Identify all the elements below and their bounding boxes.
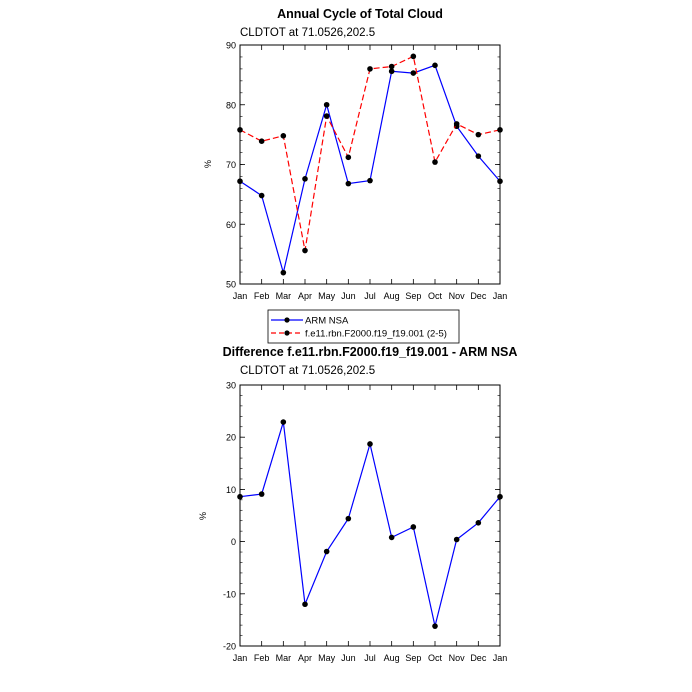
y-tick-label: 0: [231, 537, 236, 547]
x-tick-label: Apr: [298, 291, 312, 301]
data-point: [280, 419, 287, 425]
x-tick-label: Sep: [405, 653, 421, 663]
y-tick-label: 50: [226, 280, 236, 290]
data-point: [367, 66, 373, 72]
x-tick-label: Aug: [384, 653, 400, 663]
data-point: [345, 154, 352, 161]
chart-annual-cycle: Annual Cycle of Total Cloud CLDTOT at 71…: [203, 7, 508, 344]
plot-frame: [239, 384, 501, 647]
data-point: [302, 601, 308, 608]
data-point: [497, 178, 503, 185]
x-tick-label: Nov: [449, 653, 466, 663]
series-line-0: [239, 64, 501, 273]
x-tick-label: Apr: [298, 653, 312, 663]
chart-subtitle: CLDTOT at 71.0526,202.5: [240, 365, 375, 377]
legend-label-arm-nsa: ARM NSA: [305, 316, 349, 327]
y-axis-label: %: [198, 512, 208, 520]
data-point: [388, 63, 395, 70]
legend: ARM NSA f.e11.rbn.F2000.f19_f19.001 (2-5…: [267, 309, 460, 344]
x-tick-label: Dec: [470, 653, 487, 663]
y-tick-label: 80: [226, 100, 236, 110]
data-point: [497, 127, 503, 133]
legend-marker-model: [284, 330, 290, 336]
data-point: [237, 493, 243, 500]
data-point: [323, 548, 330, 555]
x-tick-label: Feb: [254, 653, 270, 663]
x-tick-label: Nov: [449, 291, 466, 301]
data-point: [345, 180, 352, 187]
data-point: [237, 127, 243, 133]
chart-subtitle: CLDTOT at 71.0526,202.5: [240, 27, 375, 39]
y-axis-label: %: [203, 160, 213, 168]
data-point: [258, 491, 265, 497]
x-tick-label: Jan: [233, 291, 248, 301]
data-point: [367, 177, 373, 184]
data-point: [432, 623, 438, 629]
x-tick-label: Jun: [341, 291, 356, 301]
y-tick-label: -20: [223, 642, 236, 652]
data-point: [258, 138, 265, 144]
series-line-0: [239, 421, 501, 627]
data-point: [388, 534, 395, 541]
x-tick-label: Oct: [428, 291, 443, 301]
x-tick-label: Jul: [364, 291, 376, 301]
y-tick-label: 20: [226, 433, 236, 443]
legend-box: [267, 309, 460, 344]
y-tick-label: 90: [226, 41, 236, 51]
data-point: [453, 536, 460, 543]
legend-label-model: f.e11.rbn.F2000.f19_f19.001 (2-5): [305, 329, 447, 340]
legend-marker-arm-nsa: [284, 317, 290, 323]
x-tick-label: Aug: [384, 291, 400, 301]
y-tick-label: 70: [226, 160, 236, 170]
y-tick-label: -10: [223, 589, 236, 599]
series-line-1: [239, 55, 501, 251]
data-point: [497, 493, 503, 500]
data-point: [302, 176, 308, 182]
x-tick-label: Feb: [254, 291, 270, 301]
y-tick-label: 30: [226, 381, 236, 391]
x-tick-label: Jan: [493, 291, 508, 301]
data-point: [237, 178, 243, 185]
y-tick-label: 10: [226, 485, 236, 495]
data-point: [280, 133, 287, 139]
chart-title: Difference f.e11.rbn.F2000.f19_f19.001 -…: [223, 345, 518, 359]
data-point: [323, 113, 330, 119]
data-point: [475, 153, 482, 159]
x-tick-label: Mar: [276, 291, 292, 301]
data-point: [410, 524, 417, 530]
chart-title: Annual Cycle of Total Cloud: [277, 7, 443, 21]
x-tick-label: Mar: [276, 653, 292, 663]
data-point: [432, 159, 438, 165]
x-tick-label: Dec: [470, 291, 487, 301]
data-point: [302, 247, 308, 254]
data-point: [388, 68, 395, 75]
data-point: [475, 520, 482, 526]
data-point: [280, 269, 287, 276]
x-tick-label: Jan: [233, 653, 248, 663]
x-tick-label: Jun: [341, 653, 356, 663]
data-point: [345, 515, 352, 522]
x-tick-label: May: [318, 291, 336, 301]
data-point: [410, 53, 417, 60]
data-point: [453, 121, 460, 127]
x-tick-label: Jul: [364, 653, 376, 663]
data-point: [258, 192, 265, 199]
plot-frame: [239, 44, 501, 285]
data-point: [323, 101, 330, 108]
data-point: [475, 131, 482, 138]
data-point: [367, 441, 373, 447]
x-tick-label: May: [318, 653, 336, 663]
chart-difference: Difference f.e11.rbn.F2000.f19_f19.001 -…: [198, 345, 517, 663]
data-point: [432, 62, 438, 69]
x-tick-label: Jan: [493, 653, 508, 663]
x-tick-label: Sep: [405, 291, 421, 301]
y-tick-label: 60: [226, 220, 236, 230]
data-point: [410, 70, 417, 76]
x-tick-label: Oct: [428, 653, 443, 663]
